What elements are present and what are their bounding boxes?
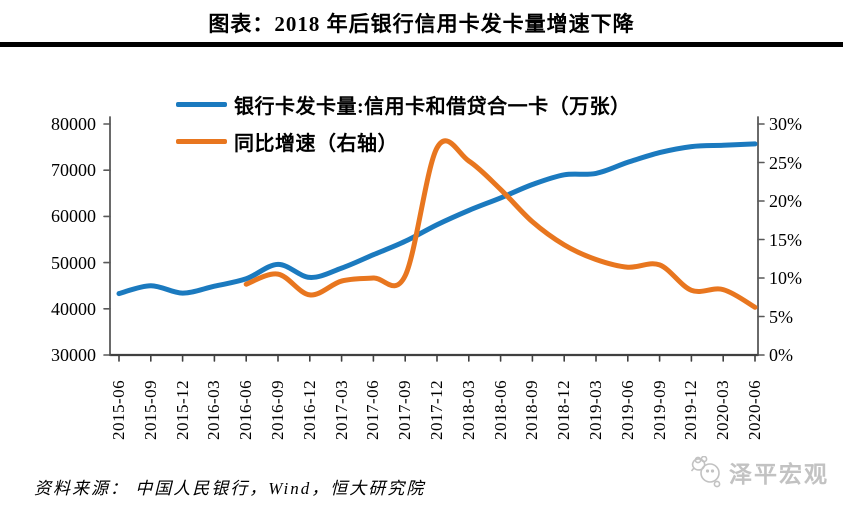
x-axis-tick-label: 2015-09 bbox=[140, 379, 160, 440]
y-axis-right-tick-label: 25% bbox=[769, 152, 802, 173]
x-axis-tick-label: 2018-06 bbox=[490, 379, 510, 440]
y-axis-left-tick-label: 80000 bbox=[51, 114, 96, 134]
series-line-yoy-growth bbox=[243, 138, 758, 310]
watermark: 泽平宏观 bbox=[691, 455, 829, 489]
x-axis-tick-label: 2016-06 bbox=[236, 379, 256, 440]
legend-item-yoy-growth: 同比增速（右轴） bbox=[176, 123, 631, 160]
y-axis-left-tick-label: 50000 bbox=[51, 252, 96, 273]
page-title: 图表：2018 年后银行信用卡发卡量增速下降 bbox=[208, 12, 635, 36]
watermark-text: 泽平宏观 bbox=[729, 462, 829, 487]
x-axis-tick-label: 2019-09 bbox=[649, 379, 669, 440]
x-axis-tick-label: 2019-12 bbox=[681, 379, 701, 440]
x-axis-tick-label: 2015-12 bbox=[172, 379, 192, 440]
y-axis-right-tick-label: 20% bbox=[769, 191, 802, 211]
legend-label: 银行卡发卡量:信用卡和借贷合一卡（万张） bbox=[234, 96, 631, 118]
y-axis-left-tick-label: 60000 bbox=[51, 206, 96, 227]
y-axis-right-tick-label: 10% bbox=[769, 268, 802, 288]
legend-line-swatch-orange bbox=[176, 139, 227, 144]
x-axis-tick-label: 2017-03 bbox=[331, 379, 351, 440]
x-axis-tick-label: 2020-06 bbox=[745, 379, 764, 440]
x-axis-tick-label: 2015-06 bbox=[109, 379, 128, 440]
x-axis-tick-label: 2018-12 bbox=[554, 379, 574, 440]
series-line-card-issuance bbox=[116, 141, 758, 297]
y-axis-right-tick-label: 5% bbox=[769, 306, 793, 327]
source-note: 资料来源： 中国人民银行，Wind，恒大研究院 bbox=[34, 479, 426, 498]
legend-label: 同比增速（右轴） bbox=[234, 133, 398, 155]
mascot-icon bbox=[691, 456, 721, 488]
x-axis-tick-label: 2017-12 bbox=[427, 379, 446, 440]
y-axis-right-tick-label: 0% bbox=[769, 345, 793, 365]
x-axis-tick-label: 2018-03 bbox=[458, 379, 478, 440]
x-axis-tick-label: 2016-09 bbox=[268, 379, 287, 440]
x-axis-tick-label: 2016-12 bbox=[299, 379, 319, 440]
y-axis-left-tick-label: 30000 bbox=[51, 345, 96, 365]
chart-legend: 银行卡发卡量:信用卡和借贷合一卡（万张） 同比增速（右轴） bbox=[176, 86, 631, 160]
x-axis-tick-label: 2018-09 bbox=[522, 379, 542, 440]
y-axis-left-tick-label: 70000 bbox=[51, 160, 96, 181]
x-axis-tick-label: 2020-03 bbox=[713, 379, 733, 440]
x-axis-tick-label: 2017-09 bbox=[395, 379, 415, 440]
x-axis-tick-label: 2017-06 bbox=[363, 379, 383, 440]
x-axis-tick-label: 2016-03 bbox=[204, 379, 224, 440]
y-axis-right-tick-label: 30% bbox=[769, 114, 802, 134]
title-divider-rule bbox=[0, 42, 843, 47]
x-axis-tick-label: 2019-03 bbox=[586, 379, 605, 440]
legend-line-swatch-blue bbox=[176, 102, 227, 107]
y-axis-left-tick-label: 40000 bbox=[51, 298, 96, 319]
y-axis-right-tick-label: 15% bbox=[769, 229, 802, 250]
x-axis-tick-label: 2019-06 bbox=[617, 379, 637, 440]
legend-item-card-issuance: 银行卡发卡量:信用卡和借贷合一卡（万张） bbox=[176, 86, 631, 123]
